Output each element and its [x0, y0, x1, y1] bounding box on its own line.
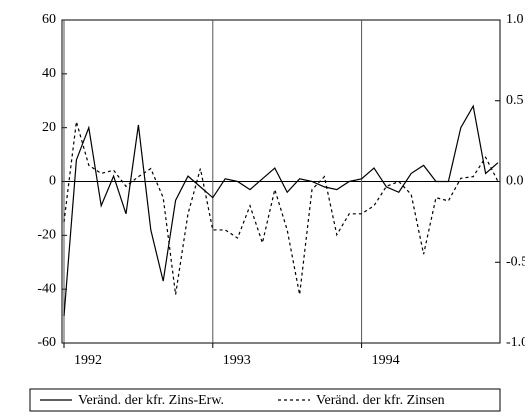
y2-tick-label: 1.0 — [506, 12, 524, 27]
y2-tick-label: 0.0 — [506, 174, 524, 189]
x-tick-label: 1994 — [372, 353, 400, 368]
y-tick-label: -20 — [37, 228, 56, 243]
y2-tick-label: -1.0 — [506, 335, 525, 350]
y-tick-label: 20 — [42, 120, 56, 135]
y2-tick-label: -0.5 — [506, 254, 525, 269]
legend-box — [29, 388, 501, 412]
series-line — [63, 121, 499, 295]
y2-tick-label: 0.5 — [506, 93, 524, 108]
x-tick-label: 1992 — [74, 353, 102, 368]
y-tick-label: -60 — [37, 335, 56, 350]
x-tick-label: 1993 — [223, 353, 251, 368]
y-tick-label: 60 — [42, 12, 56, 27]
series-line — [63, 104, 499, 317]
legend-label: Veränd. der kfr. Zinsen — [316, 393, 445, 408]
y-tick-label: -40 — [37, 281, 56, 296]
y-tick-label: 0 — [49, 174, 56, 189]
y-tick-label: 40 — [42, 66, 56, 81]
legend-label: Veränd. der kfr. Zins-Erw. — [78, 393, 224, 408]
